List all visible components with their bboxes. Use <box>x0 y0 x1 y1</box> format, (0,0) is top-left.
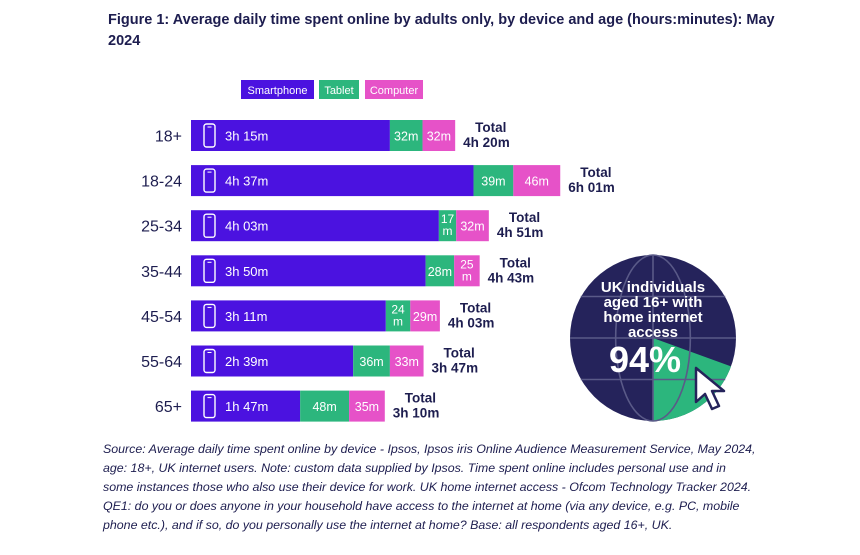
chart-title: Figure 1: Average daily time spent onlin… <box>108 12 775 49</box>
data-label-computer: 32m <box>427 130 451 144</box>
bar-row-65+: 65+ 1h 47m 48m 35m Total 3h 10m <box>155 390 440 422</box>
bar-row-55-64: 55-64 2h 39m 36m 33m Total 3h 47m <box>141 345 479 377</box>
category-label: 65+ <box>155 399 182 416</box>
smartphone-icon <box>203 348 216 374</box>
bar-smartphone <box>191 210 439 242</box>
smartphone-icon <box>203 213 216 238</box>
callout-text-line: access <box>628 324 678 341</box>
data-label-tablet: 39m <box>481 175 505 189</box>
bar-row-35-44: 35-44 3h 50m 28m 25 m Total 4h 43m <box>141 255 535 287</box>
data-label-tablet: 17 m <box>441 212 455 238</box>
total-label: Total 3h 47m <box>432 346 479 376</box>
smartphone-icon-body <box>203 213 216 238</box>
smartphone-icon-body <box>203 123 216 148</box>
legend-swatch <box>365 80 423 99</box>
bar-tablet <box>425 255 455 287</box>
smartphone-icon <box>203 393 216 419</box>
category-label: 55-64 <box>141 354 182 371</box>
category-label: 45-54 <box>141 309 182 326</box>
data-label-tablet: 24 m <box>391 302 405 328</box>
bar-smartphone <box>191 345 354 377</box>
category-label: 18-24 <box>141 174 182 191</box>
data-label-computer: 35m <box>355 400 379 414</box>
callout-text-line: aged 16+ with <box>604 294 703 311</box>
data-label-smartphone: 3h 15m <box>225 129 268 144</box>
data-label-tablet: 32m <box>394 130 418 144</box>
bar-smartphone <box>191 120 390 151</box>
legend-swatch <box>319 80 359 99</box>
data-label-computer: 29m <box>413 310 437 324</box>
category-label: 35-44 <box>141 264 182 281</box>
data-label-smartphone: 1h 47m <box>225 399 268 414</box>
bar-row-18-24: 18-24 4h 37m 39m 46m Total 6h 01m <box>141 165 615 197</box>
callout-value: 94% <box>609 339 681 380</box>
legend-computer: Computer <box>365 80 423 99</box>
legend-tablet: Tablet <box>319 80 359 99</box>
bar-computer <box>410 300 440 332</box>
bar-tablet <box>473 165 514 197</box>
bar-tablet <box>438 210 457 242</box>
cursor-arrow-icon <box>694 366 726 411</box>
bar-computer <box>422 120 456 151</box>
bar-smartphone <box>191 300 386 332</box>
bar-computer <box>454 255 480 287</box>
smartphone-icon-body <box>203 393 216 419</box>
total-label: Total 3h 10m <box>393 391 440 421</box>
bar-computer <box>513 165 561 197</box>
legend-label: Smartphone <box>248 85 308 97</box>
data-label-computer: 25 m <box>460 257 474 283</box>
bar-computer <box>456 210 489 242</box>
smartphone-icon-body <box>203 303 216 329</box>
legend-label: Tablet <box>324 85 353 97</box>
source-note: Source: Average daily time spent online … <box>103 442 756 532</box>
data-label-tablet: 36m <box>359 355 383 369</box>
data-label-computer: 32m <box>460 220 484 234</box>
data-label-computer: 33m <box>395 355 419 369</box>
data-label-smartphone: 3h 50m <box>225 264 268 279</box>
bar-tablet <box>385 300 411 332</box>
data-label-tablet: 28m <box>428 265 452 279</box>
globe-grid-lines <box>570 254 736 422</box>
total-label: Total 4h 51m <box>497 210 544 240</box>
bar-smartphone <box>191 255 426 287</box>
smartphone-icon <box>203 123 216 148</box>
smartphone-icon <box>203 258 216 283</box>
smartphone-icon-body <box>203 258 216 283</box>
smartphone-icon-body <box>203 348 216 374</box>
bar-row-45-54: 45-54 3h 11m 24 m 29m Total 4h 03m <box>141 300 495 332</box>
legend-swatch <box>241 80 314 99</box>
data-label-computer: 46m <box>525 175 549 189</box>
data-label-smartphone: 4h 03m <box>225 219 268 234</box>
bar-row-25-34: 25-34 4h 03m 17 m 32m Total 4h 51m <box>141 210 544 242</box>
total-label: Total 4h 43m <box>488 255 535 285</box>
smartphone-icon <box>203 303 216 329</box>
bar-tablet <box>389 120 423 151</box>
bar-smartphone <box>191 165 474 197</box>
total-label: Total 4h 20m <box>463 120 510 150</box>
category-label: 25-34 <box>141 219 182 236</box>
bar-computer <box>349 390 385 422</box>
bar-row-18+: 18+ 3h 15m 32m 32m Total 4h 20m <box>155 120 510 151</box>
data-label-smartphone: 3h 11m <box>225 309 267 324</box>
legend-label: Computer <box>370 85 419 97</box>
data-label-tablet: 48m <box>312 400 336 414</box>
bar-tablet <box>353 345 390 377</box>
bar-computer <box>389 345 424 377</box>
category-label: 18+ <box>155 129 182 146</box>
data-label-smartphone: 2h 39m <box>225 354 268 369</box>
bar-smartphone <box>191 390 301 422</box>
smartphone-icon <box>203 168 216 193</box>
total-label: Total 4h 03m <box>448 300 495 330</box>
smartphone-icon-body <box>203 168 216 193</box>
total-label: Total 6h 01m <box>568 165 615 195</box>
bar-tablet <box>300 390 350 422</box>
data-label-smartphone: 4h 37m <box>225 174 268 189</box>
legend-smartphone: Smartphone <box>241 80 314 99</box>
callout-text-line: home internet <box>603 309 702 326</box>
callout-text-line: UK individuals <box>601 279 705 296</box>
